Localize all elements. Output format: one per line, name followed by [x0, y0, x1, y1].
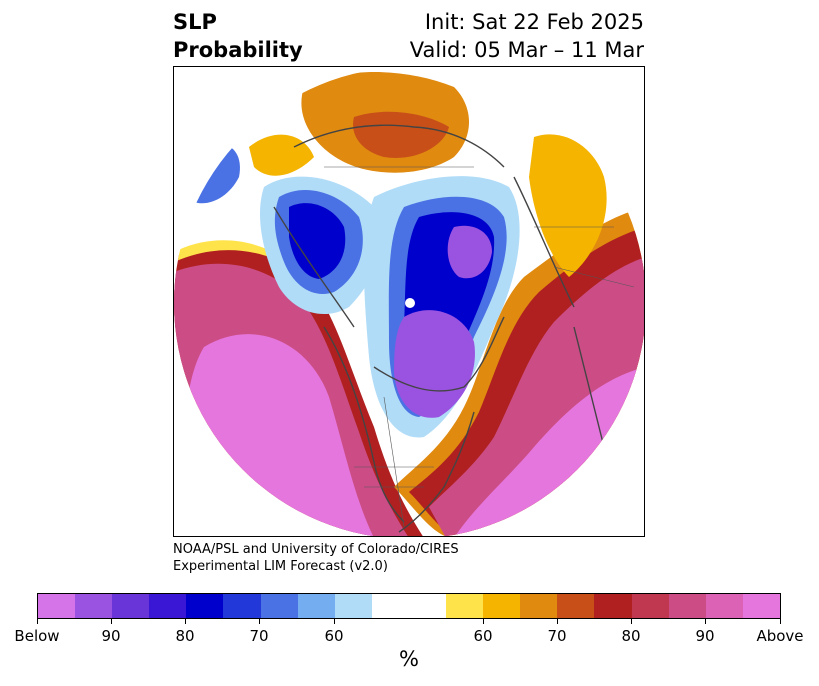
colorbar-tick-mark	[557, 619, 558, 624]
colorbar-segment	[557, 594, 595, 618]
colorbar-segment	[334, 594, 372, 618]
colorbar-tick-mark	[631, 619, 632, 624]
canada-purple-core	[394, 310, 475, 418]
colorbar	[37, 593, 781, 619]
colorbar-tick-label: 90	[695, 627, 715, 645]
colorbar-tick-label: 70	[547, 627, 567, 645]
colorbar-tick-label: 80	[621, 627, 641, 645]
colorbar-segment	[742, 594, 780, 618]
colorbar-tick-mark	[185, 619, 186, 624]
forecast-dates: Init: Sat 22 Feb 2025 Valid: 05 Mar – 11…	[410, 8, 644, 64]
colorbar-segment	[149, 594, 187, 618]
colorbar-tick-label: 70	[249, 627, 269, 645]
colorbar-tick-label: 60	[473, 627, 493, 645]
colorbar-tick-mark	[483, 619, 484, 624]
colorbar-segment	[705, 594, 743, 618]
colorbar-tick-label: Below	[14, 627, 60, 645]
colorbar-unit: %	[399, 647, 419, 671]
colorbar-tick-mark	[334, 619, 335, 624]
map-svg	[174, 67, 644, 536]
colorbar-tick-mark	[705, 619, 706, 624]
colorbar-tick-label: 60	[324, 627, 344, 645]
colorbar-segment	[186, 594, 224, 618]
borders	[324, 166, 635, 528]
colorbar-tick-mark	[37, 619, 38, 624]
colorbar-tick-label: 80	[175, 627, 195, 645]
colorbar-segment	[631, 594, 669, 618]
init-date: Init: Sat 22 Feb 2025	[424, 10, 644, 34]
colorbar-tick-mark	[780, 619, 781, 624]
colorbar-segment	[38, 594, 76, 618]
colorbar-segment	[297, 594, 335, 618]
colorbar-tick-label: 90	[101, 627, 121, 645]
chart-title: SLP Probability	[173, 8, 303, 64]
colorbar-segment	[446, 594, 484, 618]
coastlines	[273, 124, 605, 533]
colorbar-segment	[75, 594, 113, 618]
colorbar-segment	[483, 594, 521, 618]
colorbar-segment	[223, 594, 261, 618]
credit-line-2: Experimental LIM Forecast (v2.0)	[173, 559, 388, 574]
colorbar-segment	[594, 594, 632, 618]
colorbar-tick-label: Above	[756, 627, 804, 645]
colorbar-tick-mark	[111, 619, 112, 624]
title-line-1: SLP	[173, 10, 217, 34]
credit-text: NOAA/PSL and University of Colorado/CIRE…	[173, 541, 459, 575]
credit-line-1: NOAA/PSL and University of Colorado/CIRE…	[173, 542, 459, 557]
title-line-2: Probability	[173, 38, 303, 62]
probability-map	[173, 66, 645, 537]
forecast-field	[174, 67, 644, 536]
colorbar-segment	[260, 594, 298, 618]
colorbar-tick-mark	[259, 619, 260, 624]
valid-range: Valid: 05 Mar – 11 Mar	[409, 38, 644, 62]
colorbar-segment	[371, 594, 447, 618]
colorbar-segment	[112, 594, 150, 618]
colorbar-segment	[668, 594, 706, 618]
colorbar-segment	[520, 594, 558, 618]
